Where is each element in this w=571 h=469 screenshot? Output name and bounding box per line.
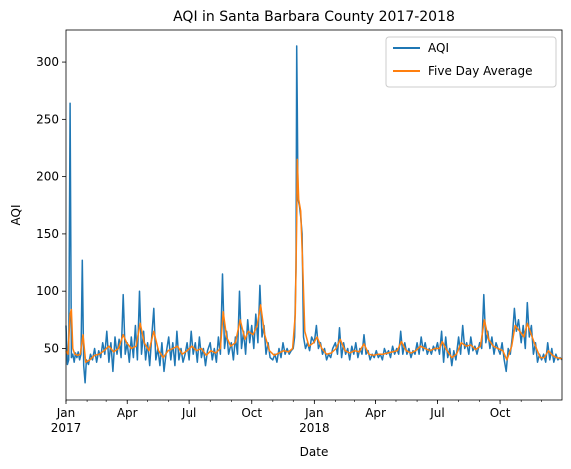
x-tick-label: Oct xyxy=(241,406,262,420)
y-tick-label: 250 xyxy=(36,112,59,126)
legend-label-aqi: AQI xyxy=(428,41,449,55)
y-tick-label: 150 xyxy=(36,227,59,241)
x-tick-label: Oct xyxy=(490,406,511,420)
legend-label-five-day-average: Five Day Average xyxy=(428,64,532,78)
x-tick-label: Jan xyxy=(56,406,76,420)
legend-box xyxy=(385,36,557,88)
x-tick-label: Apr xyxy=(365,406,386,420)
y-axis-label: AQI xyxy=(9,205,23,226)
y-axis: 50 100 150 200 250 300 xyxy=(36,55,66,355)
x-axis-label: Date xyxy=(300,445,329,459)
x-tick-year-label: 2017 xyxy=(51,421,82,435)
x-tick-label: Jul xyxy=(429,406,444,420)
chart-title: AQI in Santa Barbara County 2017-2018 xyxy=(173,9,455,25)
series-line-five-day-average xyxy=(65,158,563,363)
x-tick-label: Apr xyxy=(117,406,138,420)
y-tick-label: 100 xyxy=(36,284,59,298)
y-tick-label: 200 xyxy=(36,170,59,184)
legend: AQI Five Day Average xyxy=(385,36,557,88)
y-tick-label: 300 xyxy=(36,55,59,69)
x-tick-label: Jul xyxy=(181,406,196,420)
plot-area xyxy=(65,45,563,384)
x-tick-year-label: 2018 xyxy=(299,421,330,435)
y-tick-label: 50 xyxy=(44,341,59,355)
x-tick-label: Jan xyxy=(304,406,324,420)
